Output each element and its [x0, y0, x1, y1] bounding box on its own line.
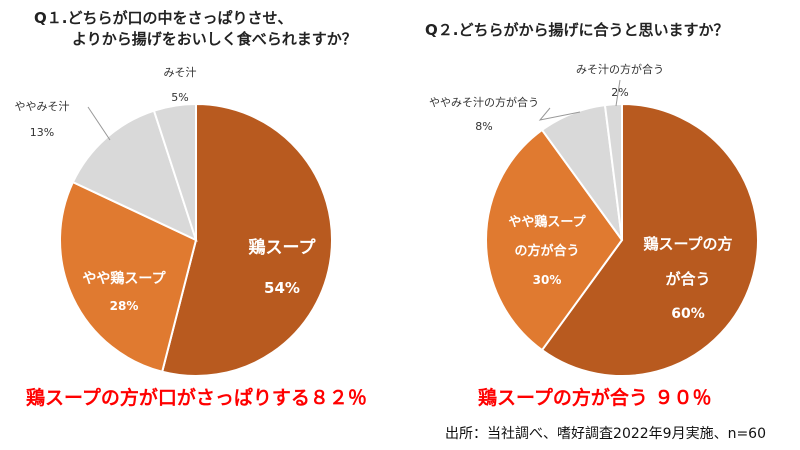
q2-slice-value-torisoup: 60% [671, 306, 705, 322]
q2-title: Q２.どちらがから揚げに合うと思いますか？ [425, 21, 729, 39]
q1-slice-value-yaya-misoshiru: 13% [30, 126, 54, 139]
q1-slice-label-yaya-torisoup: やや鶏スープ [82, 270, 166, 287]
q2-slice-label-yaya-misoshiru: ややみそ汁の方が合う [429, 95, 539, 109]
q1-slice-0 [160, 102, 333, 377]
q1-slice-1 [59, 180, 198, 373]
q1-slice-value-yaya-torisoup: 28% [110, 299, 139, 313]
q1-slice-2 [71, 109, 198, 242]
q2-slice-label-line1-yaya-torisoup: やや鶏スープ [508, 214, 586, 230]
q1-slice-value-torisoup: 54% [264, 279, 300, 297]
q1-title-line2: よりから揚げをおいしく食べられますか？ [72, 30, 357, 48]
q2-slice-label-line2-yaya-torisoup: の方が合う [514, 243, 579, 259]
q2-slice-label-line2-torisoup: が合う [665, 270, 710, 288]
q1-slice-label-misoshiru: みそ汁 [164, 66, 197, 79]
q1-summary-text: 鶏スープの方が口がさっぱりする８２％ [26, 387, 367, 409]
q2-slice-label-line1-torisoup: 鶏スープの方 [643, 235, 732, 253]
q2-leader-lines [538, 79, 621, 121]
q2-slice-label-misoshiru: みそ汁の方が合う [576, 62, 664, 76]
q2-slice-3 [603, 102, 623, 241]
q1-slice-label-torisoup: 鶏スープ [249, 237, 317, 258]
q2-summary-text: 鶏スープの方が合う ９０％ [478, 387, 712, 409]
q2-slice-value-misoshiru: 2% [611, 86, 628, 99]
q1-leader-lines [87, 106, 111, 141]
q1-slices [59, 102, 333, 377]
q1-slice-3 [152, 102, 197, 241]
source-note: 出所：当社調べ、嗜好調査2022年9月実施、n=60 [445, 426, 766, 442]
q1-title-line1: Q１.どちらが口の中をさっぱりさせ、 [34, 9, 293, 27]
q2-slice-0 [540, 102, 759, 377]
q1-slice-value-misoshiru: 5% [171, 91, 188, 104]
q2-slice-1 [485, 128, 624, 352]
q2-slice-value-yaya-torisoup: 30% [533, 273, 562, 287]
q1-slice-label-yaya-misoshiru: ややみそ汁 [15, 100, 70, 113]
q2-slice-value-yaya-misoshiru: 8% [475, 120, 492, 133]
q2-slices [485, 102, 759, 377]
